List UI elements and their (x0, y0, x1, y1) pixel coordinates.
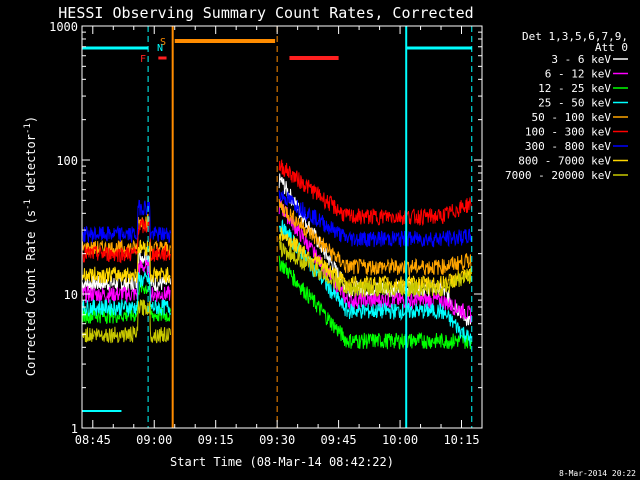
y-axis-label: Corrected Count Rate (s-1 detector-1) (23, 116, 38, 376)
flag-letter-n: N (157, 43, 163, 54)
series-line-6-segment-1 (81, 217, 171, 264)
chart-title: HESSI Observing Summary Count Rates, Cor… (58, 4, 473, 22)
y-axis-label-mid: detector (24, 134, 38, 199)
series-line-7-segment-2 (278, 190, 472, 248)
series-line-4-segment-1 (81, 270, 171, 318)
x-tick-label: 10:15 (443, 433, 479, 447)
series-line-9-segment-2 (278, 239, 472, 298)
series-line-7-segment-1 (81, 199, 171, 244)
legend-label: 3 - 6 keV (551, 53, 611, 66)
data-traces (81, 159, 472, 350)
series-line-3-segment-2 (278, 255, 472, 350)
x-tick-label: 09:30 (259, 433, 295, 447)
series-line-2-segment-2 (278, 200, 472, 323)
timestamp: 8-Mar-2014 20:22 (559, 469, 636, 478)
x-tick-label: 08:45 (75, 433, 111, 447)
x-axis-label: Start Time (08-Mar-14 08:42:22) (170, 455, 394, 469)
legend-label: 100 - 300 keV (525, 126, 611, 139)
legend-label: 300 - 800 keV (525, 140, 611, 153)
legend-label: 6 - 12 keV (545, 68, 612, 81)
legend: Det 1,3,5,6,7,9,Att 03 - 6 keV 6 - 12 keV… (505, 30, 628, 182)
x-tick-label: 10:00 (382, 433, 418, 447)
flag-letter-s: S (160, 37, 166, 48)
y-tick-label: 1000 (49, 20, 78, 34)
observing-flags: F SN (82, 26, 473, 428)
flag-letter-f: F (140, 54, 146, 65)
series-line-8-segment-1 (81, 239, 171, 284)
legend-label: 7000 - 20000 keV (505, 169, 611, 182)
legend-header-line: Det 1,3,5,6,7,9, (522, 30, 628, 43)
y-axis-label-sup-1: -1 (23, 199, 33, 210)
y-tick-label: 1 (71, 422, 78, 436)
legend-label: 12 - 25 keV (538, 82, 611, 95)
y-axis-label-sup-2: -1 (23, 123, 33, 134)
legend-label: 25 - 50 keV (538, 97, 611, 110)
x-tick-label: 09:15 (198, 433, 234, 447)
series-line-2-segment-1 (81, 259, 171, 303)
axes: 1 10 100 1000 08:45 09:00 09:15 09:30 09:45 10:00… (49, 20, 483, 447)
x-tick-label: 09:45 (321, 433, 357, 447)
legend-label: 800 - 7000 keV (518, 155, 611, 168)
y-tick-label: 10 (64, 288, 78, 302)
series-line-9-segment-1 (81, 299, 171, 344)
legend-header-line: Att 0 (595, 41, 628, 54)
y-tick-label: 100 (56, 154, 78, 168)
plot-frame (81, 25, 483, 429)
series-line-6-segment-2 (278, 159, 472, 227)
series-line-5-segment-2 (278, 198, 472, 277)
y-axis-label-end: ) (24, 116, 38, 123)
y-axis-label-main: Corrected Count Rate (s (24, 210, 38, 376)
legend-label: 50 - 100 keV (532, 111, 612, 124)
x-tick-label: 09:00 (136, 433, 172, 447)
